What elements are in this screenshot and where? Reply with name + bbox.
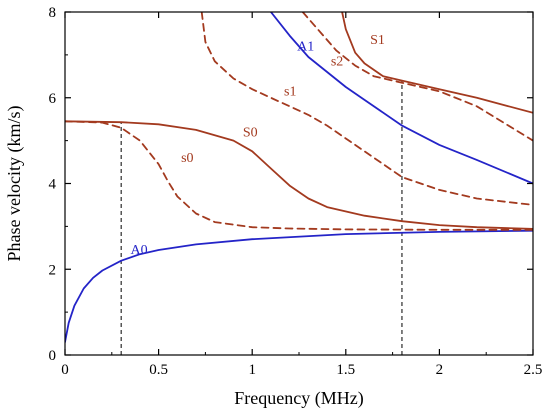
- guide-lines: [120, 80, 403, 355]
- series-label-a1: A1: [297, 40, 314, 55]
- plot-border: [64, 11, 534, 356]
- x-axis-title: Frequency (MHz): [234, 388, 363, 409]
- y-tick-label: 8: [49, 5, 57, 21]
- y-tick-label: 6: [49, 91, 57, 107]
- x-tick-label: 0.5: [149, 362, 168, 378]
- x-tick-label: 0: [61, 362, 69, 378]
- x-tick-label: 2: [436, 362, 444, 378]
- y-axis-title: Phase velocity (km/s): [4, 106, 25, 262]
- y-tick-label: 4: [49, 177, 57, 193]
- curve-a0-solid: [65, 229, 533, 343]
- curve-s1-solid: [341, 12, 533, 114]
- y-tick-label: 2: [49, 262, 57, 278]
- dispersion-curves: [65, 12, 533, 343]
- plot-frame: [64, 11, 534, 356]
- axis-ticks: 0 0.5 1 1.5 2 2.5 0 2 4 6 8: [49, 5, 543, 378]
- x-tick-label: 1: [248, 362, 256, 378]
- curve-s0-solid: [65, 120, 533, 230]
- series-label-s1: s1: [284, 85, 296, 100]
- y-tick-label: 0: [49, 348, 57, 364]
- series-label-s1: S1: [370, 33, 385, 48]
- series-label-s0: s0: [181, 151, 193, 166]
- series-labels: A0 S0 s0 s1 A1 s2 S1: [131, 33, 385, 258]
- series-label-s2: s2: [331, 55, 343, 70]
- curve-s0-dashed: [65, 120, 533, 231]
- curve-a1-solid: [270, 12, 533, 185]
- series-label-s0: S0: [243, 125, 258, 140]
- curve-s2-dashed: [301, 12, 533, 142]
- curve-s1-dashed: [200, 12, 533, 206]
- x-tick-label: 2.5: [524, 362, 543, 378]
- series-label-a0: A0: [131, 243, 148, 258]
- x-tick-label: 1.5: [336, 362, 355, 378]
